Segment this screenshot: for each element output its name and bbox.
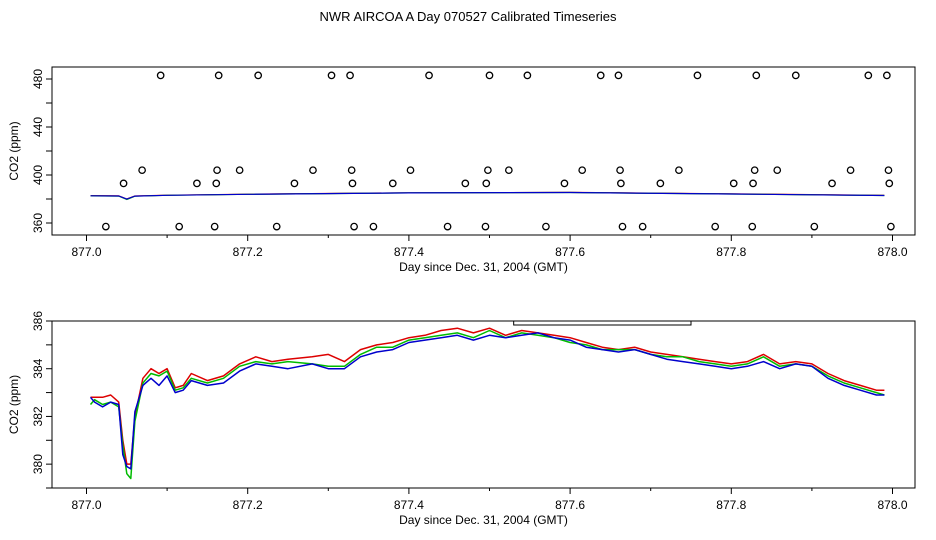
scatter-point [791,71,800,80]
plot2-plot-area [89,320,885,480]
scatter-point [213,166,221,175]
scatter-point [504,166,513,175]
scatter-point [290,179,299,188]
series-line-blue [89,332,885,470]
scatter-point [616,166,624,175]
scatter-point [212,179,221,188]
scatter-point [885,179,894,188]
scatter-point [119,179,128,188]
scatter-point [749,179,757,188]
plot2-y-axis-label: CO2 (ppm) [7,375,21,434]
series-line-green [90,191,885,201]
series-line-red [90,191,885,200]
scatter-point [214,71,223,80]
plot1-y-tick-label: 400 [31,165,45,185]
scatter-point [693,71,702,80]
scatter-point [481,222,490,231]
series-line-red [90,327,885,465]
scatter-point [309,166,317,175]
plot2-annotation-box [513,320,692,326]
scatter-point [578,166,587,175]
plot1-y-axis-label: CO2 (ppm) [7,121,21,180]
plot1-x-tick-label: 877.2 [233,245,263,259]
scatter-point [350,222,358,231]
plot1-x-axis-label: Day since Dec. 31, 2004 (GMT) [399,260,568,274]
plot1-x-tick-label: 877.0 [71,245,101,259]
plot2-frame [51,320,916,489]
scatter-point [846,166,855,175]
scatter-point [254,71,263,80]
scatter-point [729,179,738,188]
scatter-point [175,222,184,231]
scatter-point [485,71,494,80]
scatter-point [156,71,165,80]
scatter-point [327,71,336,80]
scatter-point [773,166,782,175]
plot2-y-tick-label: 382 [31,406,45,426]
chart-main-title: NWR AIRCOA A Day 070527 Calibrated Times… [319,9,617,24]
plot2-x-tick-label: 877.4 [394,498,424,512]
scatter-point [884,166,893,175]
scatter-point [887,222,895,231]
scatter-point [346,71,354,80]
scatter-point [750,166,759,175]
scatter-point [484,166,492,175]
scatter-point [369,222,378,231]
scatter-point [711,222,720,231]
plot1-y-tick-label: 360 [31,213,45,233]
scatter-point [752,71,761,80]
plot1-frame [51,66,916,236]
plot2-x-tick-label: 877.0 [71,498,101,512]
scatter-point [748,222,757,231]
scatter-point [101,222,110,231]
plot2-y-tick-label: 384 [31,358,45,378]
plot2-x-tick-label: 878.0 [877,498,907,512]
scatter-point [461,179,470,188]
plot2-x-axis-label: Day since Dec. 31, 2004 (GMT) [399,513,568,527]
scatter-point [656,179,665,188]
scatter-point [864,71,873,80]
plot2-y-tick-label: 386 [31,311,45,331]
scatter-point [425,71,433,80]
scatter-point [618,222,627,231]
scatter-point [210,222,219,231]
scatter-point [523,71,532,80]
scatter-point [810,222,819,231]
scatter-point [828,179,836,188]
scatter-point [675,166,683,175]
plot2-x-tick-label: 877.2 [233,498,263,512]
plot2-y-tick-label: 380 [31,454,45,474]
scatter-point [443,222,452,231]
plot1-x-tick-label: 878.0 [877,245,907,259]
plot2-x-tick-label: 877.6 [555,498,585,512]
scatter-point [193,179,201,188]
scatter-point [614,71,623,80]
series-line-green [89,329,885,480]
plot1-plot-area [90,71,895,231]
series-line-blue [90,191,885,200]
plot1-y-tick-label: 480 [31,69,45,89]
scatter-point [883,71,891,80]
plot1-x-tick-label: 877.8 [716,245,746,259]
scatter-point [347,166,356,175]
scatter-point [560,179,569,188]
scatter-point [596,71,605,80]
scatter-point [272,222,281,231]
scatter-point [388,179,397,188]
plot1-x-tick-label: 877.4 [394,245,424,259]
plot2-x-tick-label: 877.8 [716,498,746,512]
scatter-point [406,166,415,175]
scatter-point [617,179,625,188]
scatter-point [348,179,357,188]
scatter-point [235,166,244,175]
scatter-point [482,179,491,188]
scatter-point [542,222,550,231]
plot1-y-tick-label: 440 [31,117,45,137]
scatter-point [138,166,146,175]
plot1-x-tick-label: 877.6 [555,245,585,259]
scatter-point [638,222,647,231]
